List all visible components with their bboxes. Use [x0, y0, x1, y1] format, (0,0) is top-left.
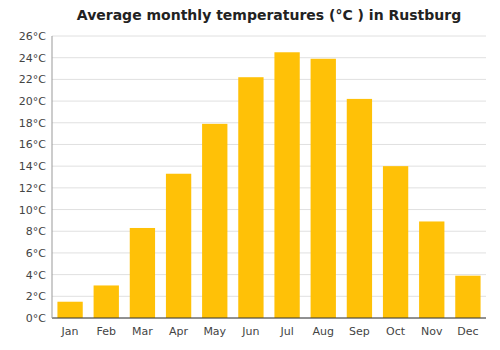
chart: Average monthly temperatures (°C ) in Ru…: [0, 0, 500, 350]
grid-line: [52, 166, 486, 167]
x-tick-label: May: [203, 325, 226, 338]
y-tick-label: 22°C: [19, 73, 46, 86]
y-tick-label: 4°C: [26, 269, 46, 282]
bar: [311, 59, 336, 318]
bar: [94, 285, 119, 318]
bar: [57, 302, 82, 318]
grid-line: [52, 57, 486, 58]
x-tick-label: Aug: [313, 325, 334, 338]
x-tick-label: Jun: [241, 325, 259, 338]
y-axis: 0°C 2°C 4°C 6°C 8°C 10°C 12°C 14°C 16°C 18°C 20°C 2…: [19, 30, 46, 325]
x-tick-label: Nov: [421, 325, 443, 338]
bar: [383, 166, 408, 318]
y-tick-label: 16°C: [19, 138, 46, 151]
grid-line: [52, 36, 486, 37]
title: Average monthly temperatures (°C ) in Ru…: [77, 7, 461, 23]
grid-line: [52, 101, 486, 102]
y-tick-label: 24°C: [19, 52, 46, 65]
y-tick-label: 14°C: [19, 160, 46, 173]
y-tick-label: 20°C: [19, 95, 46, 108]
y-tick-label: 2°C: [26, 290, 46, 303]
bar: [347, 99, 372, 318]
bar: [238, 77, 263, 318]
x-tick-label: Apr: [169, 325, 189, 338]
y-tick-label: 10°C: [19, 204, 46, 217]
bars: [57, 52, 480, 318]
x-axis: Jan Feb Mar Apr May Jun Jul Aug Sep Oct Nov Dec: [61, 325, 479, 338]
y-axis-line: [52, 36, 53, 318]
x-tick-label: Dec: [457, 325, 478, 338]
x-tick-label: Oct: [386, 325, 406, 338]
y-tick-label: 12°C: [19, 182, 46, 195]
bar: [274, 52, 299, 318]
bar: [166, 174, 191, 318]
grid-line: [52, 318, 486, 319]
x-tick-label: Jan: [61, 325, 79, 338]
y-tick-label: 18°C: [19, 117, 46, 130]
x-tick-label: Mar: [132, 325, 153, 338]
grid-line: [52, 187, 486, 188]
page: {"chart_data": {"type": "bar", "title": …: [0, 0, 500, 350]
grid-line: [52, 122, 486, 123]
y-tick-label: 6°C: [26, 247, 46, 260]
y-tick-label: 8°C: [26, 225, 46, 238]
grid: [52, 36, 486, 318]
grid-line: [52, 79, 486, 80]
x-axis-line: [52, 318, 486, 319]
x-tick-label: Sep: [349, 325, 370, 338]
grid-line: [52, 209, 486, 210]
y-tick-label: 26°C: [19, 30, 46, 43]
bar: [455, 276, 480, 318]
bar: [202, 124, 227, 318]
grid-line: [52, 144, 486, 145]
x-tick-label: Jul: [279, 325, 293, 338]
x-tick-label: Feb: [97, 325, 116, 338]
bar: [130, 228, 155, 318]
bar: [419, 221, 444, 318]
y-tick-label: 0°C: [26, 312, 46, 325]
